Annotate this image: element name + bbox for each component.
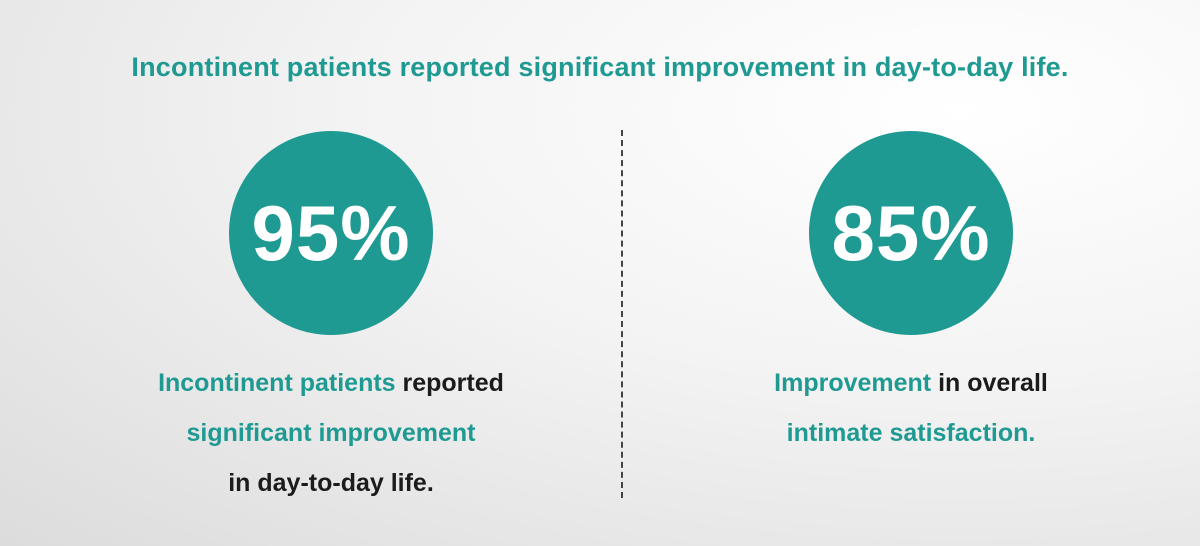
caption-line: significant improvement <box>186 419 476 447</box>
caption-line: intimate satisfaction. <box>786 419 1036 447</box>
caption-accent: Improvement <box>774 369 932 397</box>
stat-circle-95: 95% <box>229 131 433 335</box>
page-title: Incontinent patients reported significan… <box>131 52 1069 82</box>
stat-caption-left: Incontinent patients reported significan… <box>91 358 571 508</box>
stat-value: 95% <box>251 188 411 277</box>
caption-line: in day-to-day life. <box>228 469 434 497</box>
stat-value: 85% <box>831 188 991 277</box>
caption-text: reported <box>395 369 504 397</box>
stat-caption-right: Improvement in overall intimate satisfac… <box>671 358 1151 458</box>
stat-circle-85: 85% <box>809 131 1013 335</box>
caption-text: in overall <box>931 369 1048 397</box>
caption-line: Improvement in overall <box>671 358 1151 408</box>
caption-line: Incontinent patients reported <box>91 358 571 408</box>
caption-accent: Incontinent patients <box>158 369 396 397</box>
dashed-divider <box>621 130 623 498</box>
